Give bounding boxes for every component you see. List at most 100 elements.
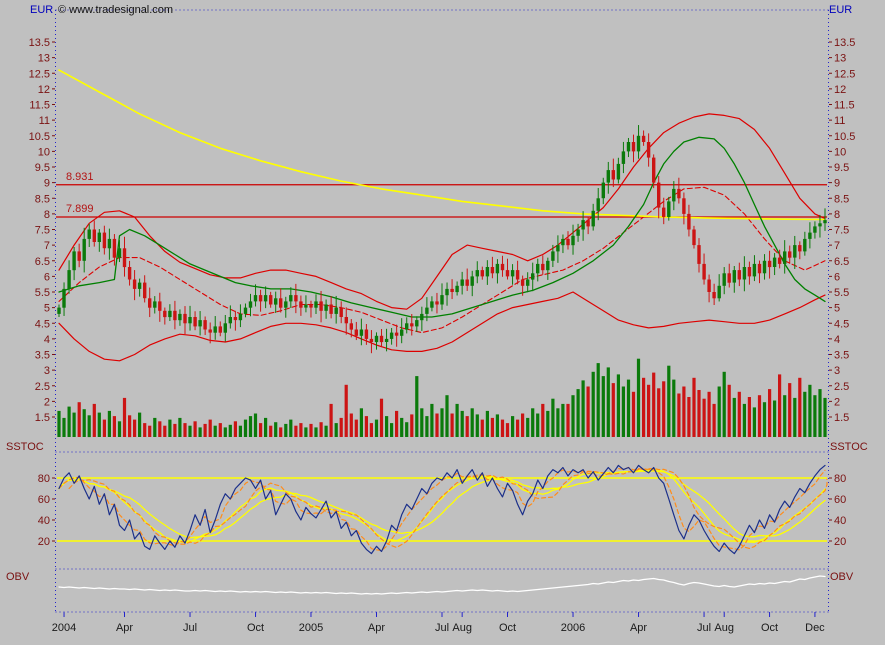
volume-bar xyxy=(253,413,258,437)
candle xyxy=(510,270,515,277)
candle xyxy=(415,320,419,327)
candle xyxy=(662,207,666,217)
volume-bar xyxy=(470,408,474,437)
candle xyxy=(707,279,711,292)
volume-bar xyxy=(349,413,353,437)
price-axis-label-left: 8 xyxy=(44,209,50,221)
price-axis-label-right: 10 xyxy=(834,146,846,158)
x-axis-label: Apr xyxy=(630,622,647,634)
volume-bar xyxy=(768,389,772,437)
candle xyxy=(576,229,580,236)
candle xyxy=(692,229,696,246)
volume-bar xyxy=(440,408,444,437)
volume-bar xyxy=(339,417,343,437)
price-axis-label-left: 3.5 xyxy=(35,350,50,362)
price-axis-label-left: 3 xyxy=(44,365,50,377)
candle xyxy=(425,307,429,314)
volume-bar xyxy=(677,393,681,437)
candle xyxy=(767,260,772,268)
volume-bar xyxy=(294,425,298,437)
price-axis-label-left: 6.5 xyxy=(35,256,50,268)
candle xyxy=(258,295,263,302)
volume-bar xyxy=(385,416,389,437)
price-axis-label-right: 8.5 xyxy=(834,193,849,205)
volume-bar xyxy=(647,384,651,437)
x-axis-label: Apr xyxy=(116,622,133,634)
volume-bar xyxy=(480,419,484,437)
stoch-panel[interactable] xyxy=(57,455,827,567)
obv-line xyxy=(58,575,826,595)
candle xyxy=(586,220,590,227)
candle xyxy=(757,263,762,274)
volume-bar xyxy=(636,358,641,437)
price-axis-label-right: 1.5 xyxy=(834,412,849,424)
volume-bar xyxy=(778,374,782,437)
volume-bar xyxy=(390,423,394,437)
volume-bar xyxy=(737,391,741,437)
price-axis-label-right: 5.5 xyxy=(834,287,849,299)
candle xyxy=(213,326,217,333)
volume-bar xyxy=(616,374,620,437)
price-panel[interactable] xyxy=(57,10,827,440)
obv-panel-label-left: OBV xyxy=(6,571,30,583)
candle xyxy=(546,260,550,271)
volume-bar xyxy=(344,384,348,437)
volume-bar xyxy=(823,397,827,437)
bb-upper-line xyxy=(58,113,826,310)
obv-panel-label-right: OBV xyxy=(830,571,854,583)
candle xyxy=(727,273,731,283)
volume-bar xyxy=(198,427,202,437)
volume-bar xyxy=(238,425,242,437)
price-axis-label-right: 3.5 xyxy=(834,350,849,362)
stoch-slow2-line xyxy=(58,470,826,539)
candle xyxy=(394,332,399,336)
candle xyxy=(823,220,827,224)
volume-bar xyxy=(732,397,736,437)
candle xyxy=(672,188,676,202)
candle xyxy=(269,295,273,305)
candle xyxy=(495,263,500,274)
volume-bar xyxy=(57,410,61,437)
volume-bar xyxy=(314,427,318,437)
volume-bar xyxy=(460,410,464,437)
x-axis-label: 2006 xyxy=(561,622,585,634)
x-axis-label: Oct xyxy=(761,622,778,634)
price-axis-label-right: 2 xyxy=(834,396,840,408)
candle xyxy=(747,267,752,277)
candle xyxy=(717,285,721,299)
volume-bar xyxy=(269,425,273,437)
price-axis-label-right: 11 xyxy=(834,115,845,127)
volume-bar xyxy=(521,413,525,437)
price-axis-label-right: 7.5 xyxy=(834,225,849,237)
volume-bar xyxy=(505,423,510,437)
price-axis-label-right: 7 xyxy=(834,240,840,252)
volume-bar xyxy=(697,390,701,437)
volume-bar xyxy=(284,423,288,437)
volume-bar xyxy=(369,423,373,437)
obv-panel[interactable] xyxy=(57,572,827,610)
price-axis-label-left: 4.5 xyxy=(35,318,50,330)
volume-bar xyxy=(803,391,807,437)
candle xyxy=(788,251,792,258)
candle xyxy=(485,267,490,277)
candle xyxy=(349,323,353,330)
candle xyxy=(87,229,91,239)
volume-bar xyxy=(107,410,111,437)
stoch-axis-label-right: 60 xyxy=(834,494,846,506)
x-axis-label: Aug xyxy=(714,622,734,634)
candle xyxy=(319,301,323,311)
candle xyxy=(248,301,253,308)
price-axis-label-left: 2.5 xyxy=(35,381,50,393)
price-axis-label-left: 10 xyxy=(38,146,50,158)
price-axis-label-right: 4.5 xyxy=(834,318,849,330)
volume-bar xyxy=(687,397,691,437)
price-axis-label-right: 13.5 xyxy=(834,37,855,49)
volume-bar xyxy=(117,421,122,437)
volume-bar xyxy=(102,419,106,437)
candle xyxy=(294,295,298,302)
volume-bar xyxy=(319,422,323,437)
candle xyxy=(198,320,202,327)
volume-bar xyxy=(707,391,711,437)
volume-bar xyxy=(188,425,192,437)
